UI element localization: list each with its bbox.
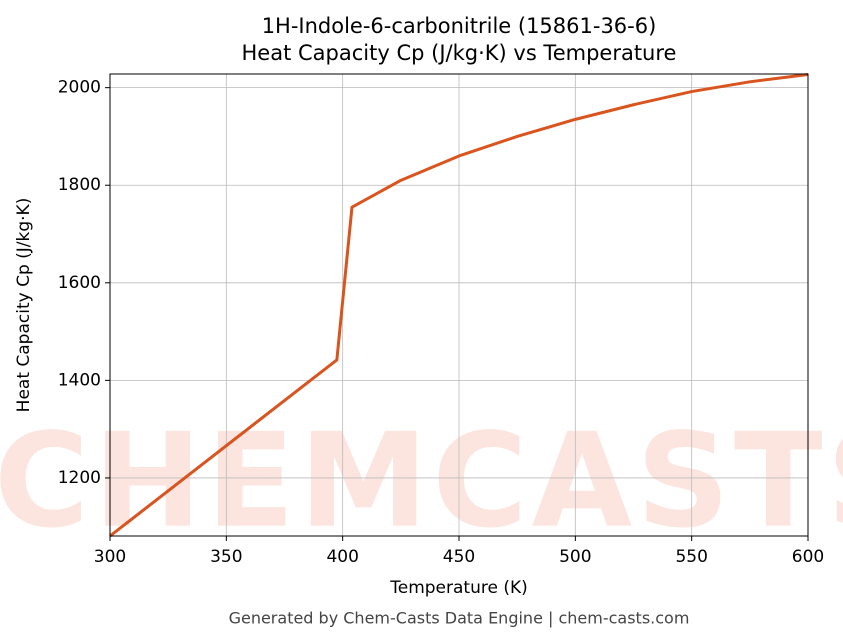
plot-frame xyxy=(109,73,809,537)
y-tick-label: 1800 xyxy=(58,175,101,195)
x-tick-label: 300 xyxy=(94,547,126,567)
chart-subtitle: Heat Capacity Cp (J/kg·K) vs Temperature xyxy=(242,41,677,65)
y-tick-label: 1200 xyxy=(58,468,101,488)
x-tick-label: 600 xyxy=(792,547,824,567)
x-tick-label: 450 xyxy=(443,547,475,567)
y-tick-label: 2000 xyxy=(58,78,101,98)
chart-title: 1H-Indole-6-carbonitrile (15861-36-6) xyxy=(262,14,657,38)
y-tick-label: 1600 xyxy=(58,273,101,293)
x-tick-label: 500 xyxy=(559,547,591,567)
watermark: CHEMCASTS xyxy=(0,405,843,557)
footer: Generated by Chem-Casts Data Engine | ch… xyxy=(229,609,690,628)
x-axis-label: Temperature (K) xyxy=(389,578,528,598)
x-tick-label: 550 xyxy=(675,547,707,567)
x-tick-label: 350 xyxy=(210,547,242,567)
y-tick-label: 1400 xyxy=(58,370,101,390)
data-line xyxy=(109,72,809,538)
x-tick-label: 400 xyxy=(326,547,358,567)
y-axis-label: Heat Capacity Cp (J/kg·K) xyxy=(14,198,34,413)
